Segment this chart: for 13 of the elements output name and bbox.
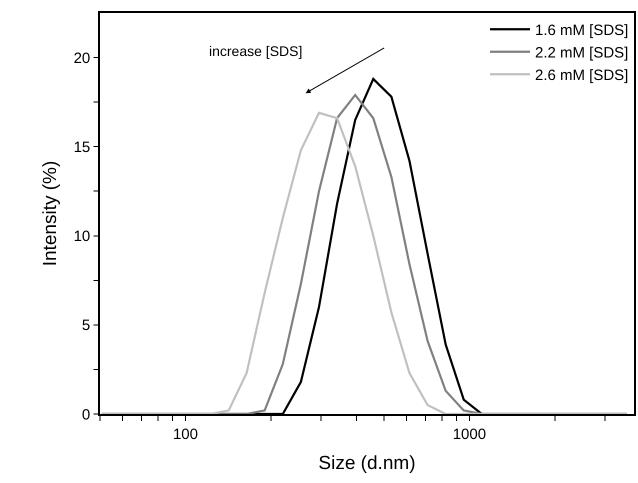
x-axis-title: Size (d.nm) [318,453,416,474]
x-tick-label: 1000 [452,426,486,443]
legend-label: 1.6 mM [SDS] [535,22,628,40]
y-tick-label: 0 [82,406,90,424]
annotation: increase [SDS] [209,43,302,59]
y-tick-label: 10 [74,228,90,246]
y-tick-label: 20 [74,50,90,67]
legend-label: 2.2 mM [SDS] [535,44,628,62]
y-axis-title: Intensity (%) [40,160,61,266]
y-tick-label: 5 [82,317,90,334]
y-tick-label: 15 [74,138,90,156]
legend-label: 2.6 mM [SDS] [535,67,628,84]
x-tick-label: 100 [172,426,198,443]
